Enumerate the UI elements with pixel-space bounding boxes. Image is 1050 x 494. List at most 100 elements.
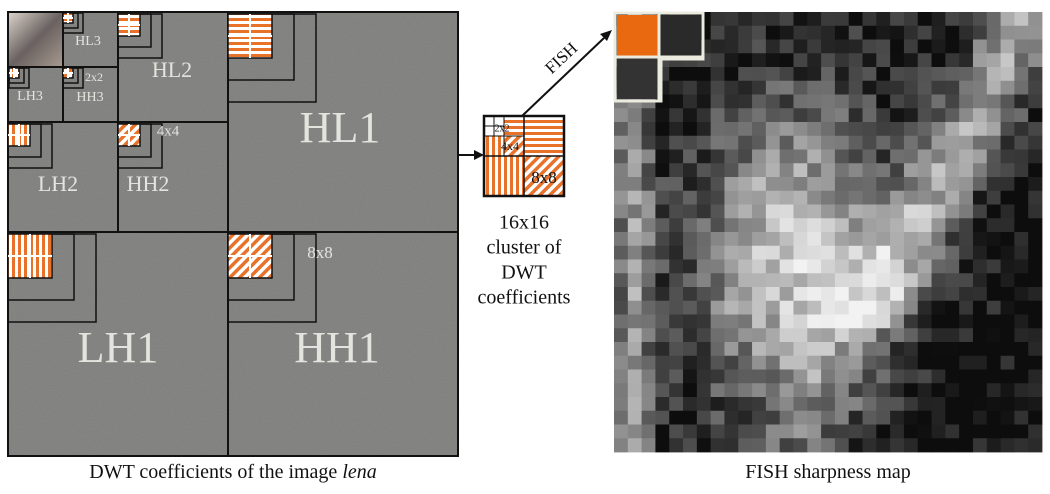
map-pixel (821, 191, 835, 205)
map-pixel (1001, 163, 1015, 177)
map-pixel (724, 328, 738, 342)
map-pixel (1001, 177, 1015, 191)
map-pixel (959, 328, 973, 342)
map-pixel (752, 342, 766, 356)
map-pixel (793, 397, 807, 411)
map-pixel (904, 425, 918, 439)
map-pixel (628, 122, 642, 136)
map-pixel (945, 81, 959, 95)
map-pixel (752, 150, 766, 164)
map-pixel (752, 136, 766, 150)
map-pixel (655, 205, 669, 219)
map-pixel (628, 163, 642, 177)
map-pixel (987, 81, 1001, 95)
map-pixel (752, 287, 766, 301)
map-pixel (628, 273, 642, 287)
map-pixel (669, 150, 683, 164)
map-pixel (711, 246, 725, 260)
map-pixel (614, 260, 628, 274)
map-pixel (1014, 122, 1028, 136)
map-pixel (669, 287, 683, 301)
map-pixel (973, 150, 987, 164)
map-pixel (945, 342, 959, 356)
map-pixel (835, 246, 849, 260)
map-pixel (683, 397, 697, 411)
map-pixel (918, 108, 932, 122)
map-pixel (890, 342, 904, 356)
map-pixel (876, 260, 890, 274)
map-pixel (614, 273, 628, 287)
map-pixel (1001, 273, 1015, 287)
map-pixel (711, 438, 725, 452)
map-pixel (876, 205, 890, 219)
map-pixel (655, 273, 669, 287)
map-pixel (724, 122, 738, 136)
map-pixel (642, 191, 656, 205)
map-pixel (876, 177, 890, 191)
map-pixel (932, 246, 946, 260)
map-pixel (683, 356, 697, 370)
map-pixel (752, 315, 766, 329)
map-pixel (1014, 232, 1028, 246)
map-pixel (669, 411, 683, 425)
map-pixel (711, 95, 725, 109)
subband-label: HL2 (152, 57, 192, 82)
map-pixel (835, 163, 849, 177)
cluster-description: cluster of (487, 237, 562, 259)
map-pixel (807, 53, 821, 67)
map-pixel (973, 108, 987, 122)
map-pixel (890, 260, 904, 274)
map-pixel (1001, 40, 1015, 54)
map-pixel (1001, 301, 1015, 315)
map-pixel (752, 26, 766, 40)
map-pixel (959, 438, 973, 452)
map-pixel (904, 122, 918, 136)
map-pixel (1028, 411, 1042, 425)
map-pixel (738, 425, 752, 439)
map-pixel (628, 328, 642, 342)
map-pixel (1014, 177, 1028, 191)
map-pixel (973, 411, 987, 425)
map-pixel (849, 273, 863, 287)
map-pixel (738, 205, 752, 219)
map-pixel (752, 163, 766, 177)
cluster-label: 8x8 (531, 168, 557, 187)
map-pixel (932, 383, 946, 397)
map-pixel (1028, 53, 1042, 67)
map-pixel (1001, 342, 1015, 356)
map-pixel (711, 53, 725, 67)
map-pixel (945, 328, 959, 342)
subband-label: HH1 (294, 323, 380, 372)
map-pixel (752, 95, 766, 109)
map-pixel (973, 370, 987, 384)
map-pixel (752, 260, 766, 274)
map-pixel (932, 177, 946, 191)
map-pixel (669, 273, 683, 287)
map-pixel (766, 287, 780, 301)
map-pixel (904, 177, 918, 191)
map-pixel (697, 260, 711, 274)
map-pixel (614, 150, 628, 164)
map-pixel (628, 246, 642, 260)
map-pixel (835, 383, 849, 397)
map-pixel (724, 383, 738, 397)
caption-emphasis: lena (342, 461, 376, 483)
map-pixel (821, 95, 835, 109)
map-pixel (973, 425, 987, 439)
map-pixel (1001, 136, 1015, 150)
map-pixel (876, 397, 890, 411)
map-pixel (738, 383, 752, 397)
map-pixel (1001, 26, 1015, 40)
map-pixel (863, 26, 877, 40)
map-pixel (945, 370, 959, 384)
map-pixel (876, 12, 890, 26)
map-pixel (932, 356, 946, 370)
map-pixel (890, 53, 904, 67)
map-pixel (780, 218, 794, 232)
map-pixel (890, 67, 904, 81)
map-pixel (835, 26, 849, 40)
map-pixel (766, 425, 780, 439)
map-pixel (766, 438, 780, 452)
map-pixel (973, 53, 987, 67)
map-pixel (932, 273, 946, 287)
